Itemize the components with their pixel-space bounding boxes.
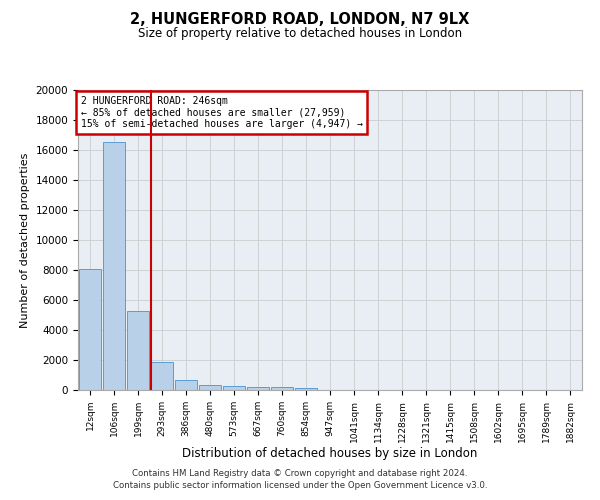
Text: Contains HM Land Registry data © Crown copyright and database right 2024.: Contains HM Land Registry data © Crown c… <box>132 468 468 477</box>
Bar <box>175 380 197 390</box>
Text: 2, HUNGERFORD ROAD, LONDON, N7 9LX: 2, HUNGERFORD ROAD, LONDON, N7 9LX <box>130 12 470 28</box>
Bar <box>151 362 173 390</box>
Bar <box>223 386 245 390</box>
Bar <box>103 142 125 390</box>
Text: Size of property relative to detached houses in London: Size of property relative to detached ho… <box>138 28 462 40</box>
X-axis label: Distribution of detached houses by size in London: Distribution of detached houses by size … <box>182 448 478 460</box>
Text: Contains public sector information licensed under the Open Government Licence v3: Contains public sector information licen… <box>113 481 487 490</box>
Text: 2 HUNGERFORD ROAD: 246sqm
← 85% of detached houses are smaller (27,959)
15% of s: 2 HUNGERFORD ROAD: 246sqm ← 85% of detac… <box>80 96 362 129</box>
Bar <box>199 385 221 390</box>
Bar <box>271 387 293 390</box>
Bar <box>79 268 101 390</box>
Y-axis label: Number of detached properties: Number of detached properties <box>20 152 30 328</box>
Bar <box>295 388 317 390</box>
Bar <box>127 310 149 390</box>
Bar <box>247 386 269 390</box>
